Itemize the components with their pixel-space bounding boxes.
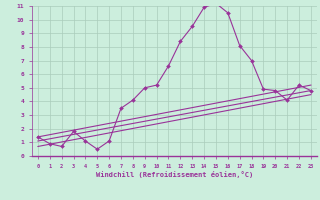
X-axis label: Windchill (Refroidissement éolien,°C): Windchill (Refroidissement éolien,°C) (96, 171, 253, 178)
